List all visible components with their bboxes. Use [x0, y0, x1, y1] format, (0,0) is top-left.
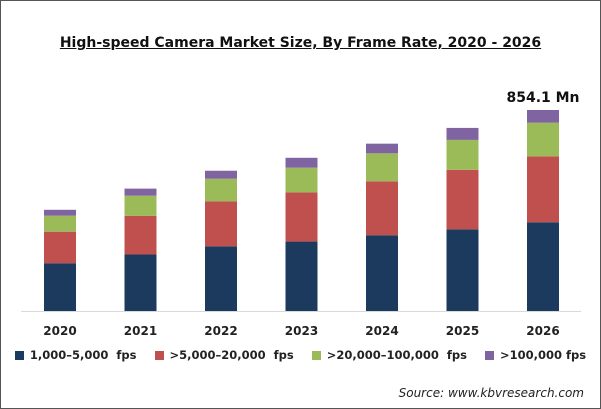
bar-segment-2022-series-1	[205, 201, 237, 247]
bar-segment-2025-series-2	[446, 139, 479, 170]
legend-swatch	[154, 350, 164, 360]
bar-segment-2022-series-3	[205, 170, 237, 179]
bar-segment-2024-series-1	[366, 181, 398, 236]
bar-segment-2023-series-0	[285, 241, 318, 311]
bar-segment-2020-series-2	[44, 215, 76, 232]
bar-segment-2025-series-1	[446, 169, 479, 230]
bar-segment-2021-series-0	[124, 254, 157, 311]
bar-segment-2023-series-3	[285, 157, 318, 168]
bar-segment-2026-series-1	[527, 156, 559, 223]
legend-item: 1,000–5,000 fps	[14, 348, 137, 362]
legend: 1,000–5,000 fps >5,000–20,000 fps >20,000–…	[1, 348, 600, 362]
bar-segment-2025-series-0	[446, 229, 479, 311]
x-tick-label: 2024	[365, 324, 398, 338]
legend-swatch	[311, 350, 321, 360]
bar-segment-2021-series-3	[124, 188, 157, 196]
bar-segment-2023-series-1	[285, 192, 318, 242]
legend-swatch	[484, 350, 494, 360]
bar-segment-2021-series-2	[124, 195, 157, 216]
bar-segment-2020-series-3	[44, 209, 76, 216]
source-text: Source: www.kbvresearch.com	[398, 386, 584, 400]
legend-label: 1,000–5,000 fps	[29, 348, 137, 362]
total-data-label: 854.1 Mn	[506, 90, 579, 106]
bar-segment-2024-series-2	[366, 153, 398, 182]
bar-segment-2024-series-0	[366, 235, 398, 311]
legend-item: >5,000–20,000 fps	[154, 348, 294, 362]
legend-label: >20,000–100,000 fps	[326, 348, 467, 362]
bar-segment-2021-series-1	[124, 215, 157, 255]
x-tick-label: 2022	[204, 324, 237, 338]
legend-label: >5,000–20,000 fps	[169, 348, 294, 362]
legend-item: >20,000–100,000 fps	[311, 348, 467, 362]
x-tick-label: 2026	[526, 324, 559, 338]
bar-segment-2020-series-1	[44, 231, 76, 264]
bar-segment-2026-series-2	[527, 122, 559, 157]
bar-segment-2026-series-3	[527, 110, 559, 123]
bar-segment-2022-series-2	[205, 178, 237, 202]
bar-segment-2022-series-0	[205, 246, 237, 311]
bar-segment-2020-series-0	[44, 263, 76, 311]
legend-label: >100,000 fps	[499, 348, 587, 362]
chart-title: High-speed Camera Market Size, By Frame …	[59, 35, 542, 51]
bar-segment-2025-series-3	[446, 127, 479, 140]
legend-swatch	[14, 350, 24, 360]
x-tick-label: 2023	[285, 324, 318, 338]
bar-segment-2026-series-0	[527, 222, 559, 311]
bar-segment-2023-series-2	[285, 167, 318, 193]
x-tick-label: 2021	[124, 324, 157, 338]
bar-segment-2024-series-3	[366, 143, 398, 154]
x-tick-label: 2020	[43, 324, 76, 338]
legend-item: >100,000 fps	[484, 348, 587, 362]
x-tick-label: 2025	[446, 324, 479, 338]
